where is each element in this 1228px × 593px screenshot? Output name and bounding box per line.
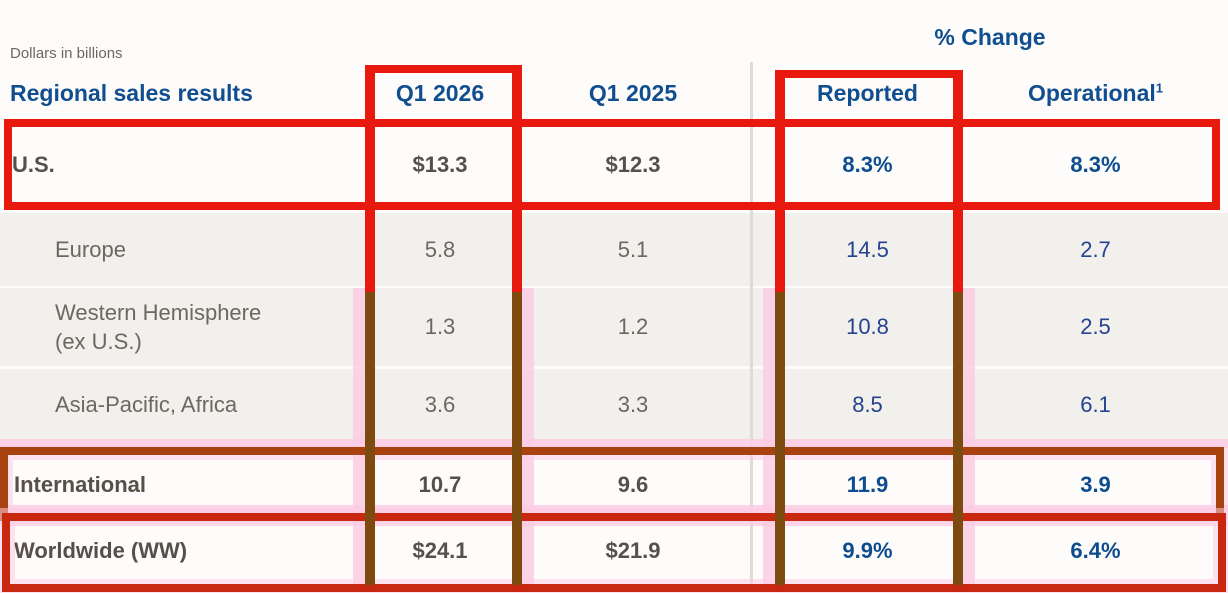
row-bg-western-hemisphere bbox=[0, 288, 1228, 366]
table-subtitle: Dollars in billions bbox=[10, 45, 123, 62]
ww-q1-2026: $24.1 bbox=[412, 538, 468, 563]
us-q1-2025: $12.3 bbox=[605, 152, 661, 177]
col-header-reported: Reported bbox=[817, 80, 918, 106]
intl-reported: 11.9 bbox=[846, 472, 889, 497]
ww-reported: 9.9% bbox=[842, 538, 893, 563]
wh-operational: 2.5 bbox=[1080, 314, 1111, 339]
row-bg-asia-pacific bbox=[0, 369, 1228, 441]
row-label-western-hemisphere: Western Hemisphere (ex U.S.) bbox=[55, 300, 262, 354]
ww-operational: 6.4% bbox=[1070, 538, 1121, 563]
us-reported: 8.3% bbox=[842, 152, 893, 177]
pink-highlight-strip bbox=[0, 439, 1228, 448]
ap-operational: 6.1 bbox=[1080, 392, 1111, 417]
annotation-box-international-row bbox=[0, 447, 1224, 521]
row-label-europe: Europe bbox=[55, 237, 126, 262]
europe-operational: 2.7 bbox=[1080, 237, 1111, 262]
row-label-asia-pacific: Asia-Pacific, Africa bbox=[55, 392, 238, 417]
ww-q1-2025: $21.9 bbox=[605, 538, 661, 563]
row-label-international: International bbox=[14, 472, 147, 497]
wh-reported: 10.8 bbox=[846, 314, 889, 339]
us-operational: 8.3% bbox=[1070, 152, 1121, 177]
annotation-line-brown bbox=[365, 292, 375, 585]
col-header-q1-2026: Q1 2026 bbox=[395, 80, 485, 106]
column-divider bbox=[750, 62, 753, 585]
annotation-line-brown bbox=[775, 292, 785, 585]
annotation-box-us-row bbox=[4, 119, 1220, 210]
annotation-line-brown bbox=[953, 292, 963, 585]
europe-reported: 14.5 bbox=[846, 237, 889, 262]
ap-q1-2025: 3.3 bbox=[617, 392, 649, 417]
pct-change-header: % Change bbox=[934, 24, 1046, 50]
annotation-box-worldwide-row bbox=[2, 513, 1226, 592]
intl-q1-2025: 9.6 bbox=[617, 472, 649, 497]
wh-q1-2026: 1.3 bbox=[424, 314, 456, 339]
annotation-line-brown bbox=[512, 292, 522, 585]
pink-highlight-strip bbox=[0, 505, 1228, 513]
col-header-q1-2025: Q1 2025 bbox=[588, 80, 678, 106]
col-header-operational: Operational1 bbox=[1027, 80, 1164, 106]
operational-footnote-marker: 1 bbox=[1155, 80, 1164, 96]
us-q1-2026: $13.3 bbox=[412, 152, 468, 177]
table-title: Regional sales results bbox=[10, 80, 253, 106]
row-label-worldwide: Worldwide (WW) bbox=[14, 538, 188, 563]
europe-q1-2026: 5.8 bbox=[424, 237, 456, 262]
wh-q1-2025: 1.2 bbox=[617, 314, 649, 339]
ap-q1-2026: 3.6 bbox=[424, 392, 456, 417]
intl-operational: 3.9 bbox=[1080, 472, 1111, 497]
row-label-us: U.S. bbox=[12, 152, 55, 177]
europe-q1-2025: 5.1 bbox=[617, 237, 649, 262]
row-bg-europe bbox=[0, 213, 1228, 286]
ap-reported: 8.5 bbox=[852, 392, 883, 417]
intl-q1-2026: 10.7 bbox=[418, 472, 462, 497]
